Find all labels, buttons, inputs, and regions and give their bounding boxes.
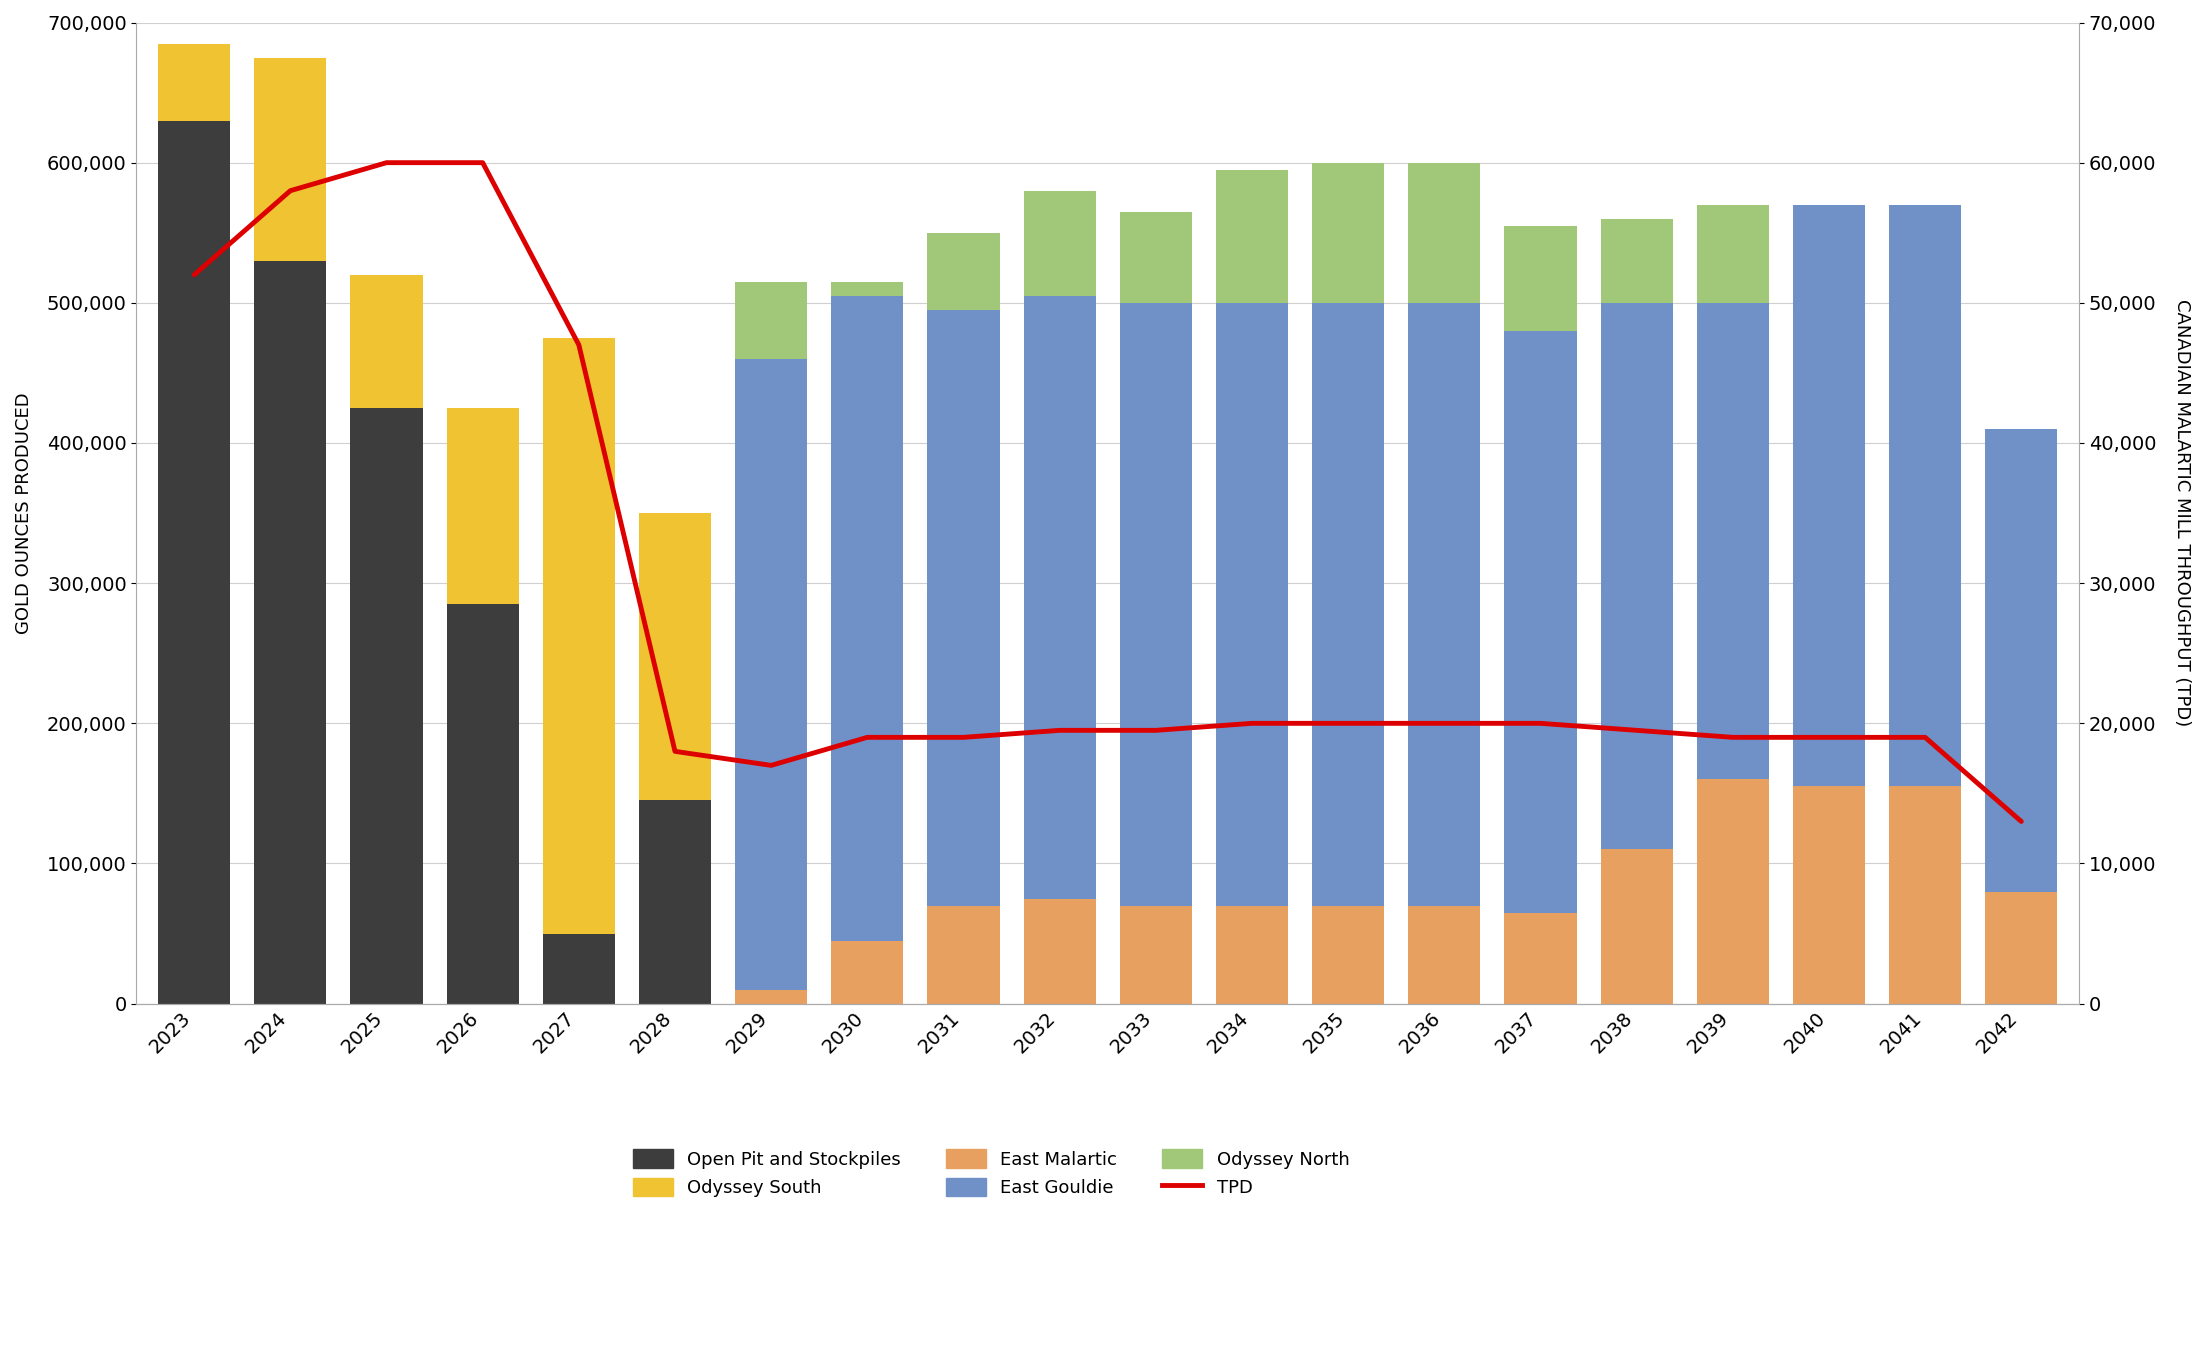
Bar [1407,303,1480,905]
Bar [640,801,710,1003]
Bar [1407,163,1480,303]
Bar [1793,205,1864,786]
Bar [1121,905,1191,1003]
Bar [1696,303,1769,779]
Bar [543,338,615,934]
Bar [1024,295,1096,898]
Bar [351,275,424,407]
Bar [1888,786,1961,1003]
Bar [832,282,904,295]
Bar [1888,205,1961,786]
Bar [159,120,229,1003]
Y-axis label: GOLD OUNCES PRODUCED: GOLD OUNCES PRODUCED [15,392,33,634]
Bar [927,232,999,310]
Bar [1313,905,1383,1003]
Bar [1216,303,1288,905]
Bar [446,407,518,604]
Bar [735,282,807,360]
Bar [446,604,518,1003]
Bar [1793,786,1864,1003]
Bar [735,990,807,1003]
Bar [159,44,229,120]
Bar [832,295,904,940]
Bar [1602,303,1672,849]
Bar [1504,226,1577,331]
Bar [1504,913,1577,1003]
Bar [640,513,710,801]
Bar [927,905,999,1003]
Bar [1121,212,1191,303]
Bar [1121,303,1191,905]
Bar [1602,849,1672,1003]
Bar [832,940,904,1003]
Bar [1602,219,1672,303]
Y-axis label: CANADIAN MALARTIC MILL THROUGHPUT (TPD): CANADIAN MALARTIC MILL THROUGHPUT (TPD) [2173,299,2191,727]
Bar [351,407,424,1003]
Bar [254,261,326,1003]
Bar [1696,205,1769,303]
Bar [1216,905,1288,1003]
Bar [735,360,807,990]
Bar [254,57,326,261]
Bar [1985,891,2058,1003]
Bar [927,310,999,905]
Bar [1985,429,2058,891]
Bar [1504,331,1577,913]
Legend: Open Pit and Stockpiles, Odyssey South, East Malartic, East Gouldie, Odyssey Nor: Open Pit and Stockpiles, Odyssey South, … [624,1140,1359,1206]
Bar [543,934,615,1003]
Bar [1407,905,1480,1003]
Bar [1313,163,1383,303]
Bar [1024,191,1096,295]
Bar [1696,779,1769,1003]
Bar [1216,170,1288,303]
Bar [1313,303,1383,905]
Bar [1024,898,1096,1003]
